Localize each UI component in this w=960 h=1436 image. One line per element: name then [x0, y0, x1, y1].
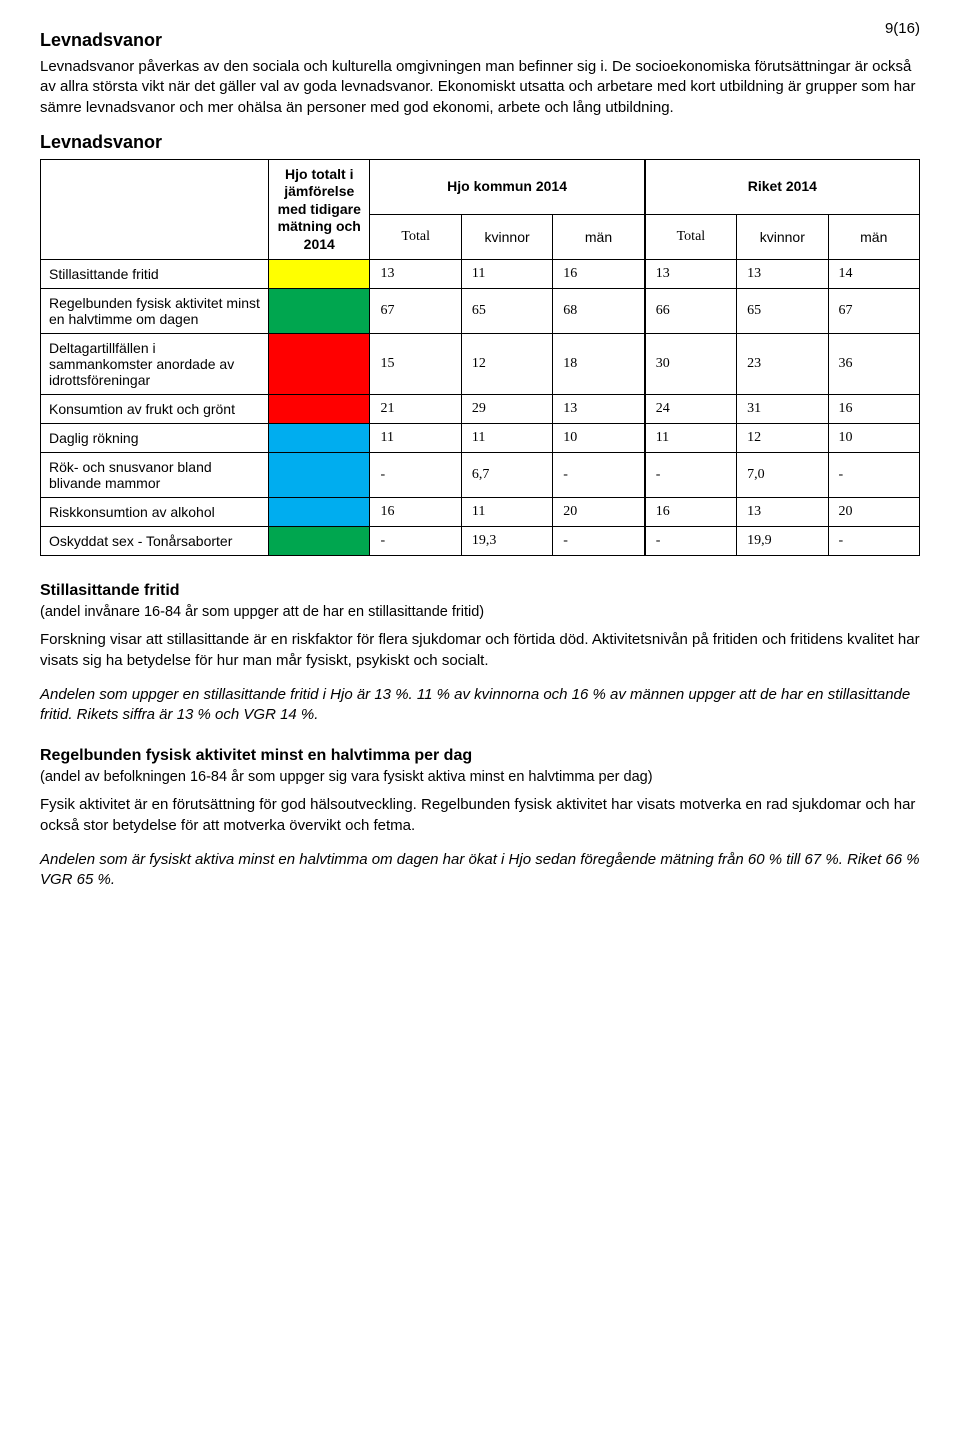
row-value: 24	[645, 395, 737, 424]
table-row: Daglig rökning111110111210	[41, 424, 920, 453]
sub-total-2: Total	[645, 214, 737, 259]
row-value: 30	[645, 334, 737, 395]
row-value: -	[828, 527, 919, 556]
row-color-swatch	[269, 289, 370, 334]
row-value: -	[553, 453, 645, 498]
row-value: 23	[737, 334, 828, 395]
row-color-swatch	[269, 498, 370, 527]
row-label: Regelbunden fysisk aktivitet minst en ha…	[41, 289, 269, 334]
row-value: 14	[828, 260, 919, 289]
row-value: 66	[645, 289, 737, 334]
section-fysisk-sub: (andel av befolkningen 16-84 år som uppg…	[40, 769, 920, 785]
row-label: Daglig rökning	[41, 424, 269, 453]
row-label: Oskyddat sex - Tonårsaborter	[41, 527, 269, 556]
sub-kvinnor-1: kvinnor	[461, 214, 552, 259]
row-label: Deltagartillfällen i sammankomster anord…	[41, 334, 269, 395]
row-value: 36	[828, 334, 919, 395]
row-color-swatch	[269, 453, 370, 498]
row-value: 16	[645, 498, 737, 527]
section-stillasittande-p1: Forskning visar att stillasittande är en…	[40, 630, 920, 671]
intro-paragraph: Levnadsvanor påverkas av den sociala och…	[40, 57, 920, 118]
sub-kvinnor-2: kvinnor	[737, 214, 828, 259]
col-hjo-header: Hjo kommun 2014	[370, 159, 645, 214]
row-color-swatch	[269, 334, 370, 395]
section-fysisk-p2: Andelen som är fysiskt aktiva minst en h…	[40, 850, 920, 891]
row-label: Konsumtion av frukt och grönt	[41, 395, 269, 424]
table-row: Oskyddat sex - Tonårsaborter-19,3--19,9-	[41, 527, 920, 556]
row-value: 67	[370, 289, 461, 334]
row-value: 11	[461, 498, 552, 527]
row-color-swatch	[269, 395, 370, 424]
row-value: 18	[553, 334, 645, 395]
row-label: Rök- och snusvanor bland blivande mammor	[41, 453, 269, 498]
row-value: 19,3	[461, 527, 552, 556]
section-stillasittande-title: Stillasittande fritid	[40, 582, 920, 600]
row-value: -	[645, 527, 737, 556]
row-value: 65	[461, 289, 552, 334]
row-value: 67	[828, 289, 919, 334]
row-value: 13	[370, 260, 461, 289]
heading-levnadsvanor: Levnadsvanor	[40, 30, 920, 51]
row-color-swatch	[269, 527, 370, 556]
row-value: 11	[461, 260, 552, 289]
table-row: Rök- och snusvanor bland blivande mammor…	[41, 453, 920, 498]
row-value: 31	[737, 395, 828, 424]
row-value: 16	[370, 498, 461, 527]
row-label: Stillasittande fritid	[41, 260, 269, 289]
row-value: 11	[645, 424, 737, 453]
row-value: -	[370, 453, 461, 498]
section-fysisk-p1: Fysik aktivitet är en förutsättning för …	[40, 795, 920, 836]
row-value: 6,7	[461, 453, 552, 498]
col-compare-header: Hjo totalt i jämförelse med tidigare mät…	[269, 159, 370, 260]
row-value: -	[370, 527, 461, 556]
table-row: Regelbunden fysisk aktivitet minst en ha…	[41, 289, 920, 334]
row-value: 13	[737, 260, 828, 289]
row-value: 10	[553, 424, 645, 453]
table-row: Stillasittande fritid131116131314	[41, 260, 920, 289]
sub-total-1: Total	[370, 214, 461, 259]
row-value: 20	[828, 498, 919, 527]
row-color-swatch	[269, 260, 370, 289]
row-value: 29	[461, 395, 552, 424]
row-value: -	[645, 453, 737, 498]
table-row: Riskkonsumtion av alkohol161120161320	[41, 498, 920, 527]
section-stillasittande-sub: (andel invånare 16-84 år som uppger att …	[40, 604, 920, 620]
row-value: 11	[461, 424, 552, 453]
section-stillasittande-p2: Andelen som uppger en stillasittande fri…	[40, 685, 920, 726]
row-value: 13	[553, 395, 645, 424]
row-value: 13	[645, 260, 737, 289]
row-value: 12	[461, 334, 552, 395]
row-value: -	[828, 453, 919, 498]
table-row: Konsumtion av frukt och grönt 21291324311…	[41, 395, 920, 424]
row-value: 7,0	[737, 453, 828, 498]
row-value: 12	[737, 424, 828, 453]
row-value: 11	[370, 424, 461, 453]
row-value: 20	[553, 498, 645, 527]
table-heading: Levnadsvanor	[40, 132, 920, 153]
sub-man-1: män	[553, 214, 645, 259]
sub-man-2: män	[828, 214, 919, 259]
row-value: 68	[553, 289, 645, 334]
row-value: 10	[828, 424, 919, 453]
row-value: 15	[370, 334, 461, 395]
col-riket-header: Riket 2014	[645, 159, 920, 214]
row-label: Riskkonsumtion av alkohol	[41, 498, 269, 527]
table-row: Deltagartillfällen i sammankomster anord…	[41, 334, 920, 395]
row-value: -	[553, 527, 645, 556]
row-value: 16	[553, 260, 645, 289]
row-value: 65	[737, 289, 828, 334]
row-color-swatch	[269, 424, 370, 453]
levnadsvanor-table: Hjo totalt i jämförelse med tidigare mät…	[40, 159, 920, 557]
row-value: 19,9	[737, 527, 828, 556]
page-number: 9(16)	[885, 20, 920, 37]
section-fysisk-title: Regelbunden fysisk aktivitet minst en ha…	[40, 747, 920, 765]
row-value: 13	[737, 498, 828, 527]
row-value: 21	[370, 395, 461, 424]
row-value: 16	[828, 395, 919, 424]
